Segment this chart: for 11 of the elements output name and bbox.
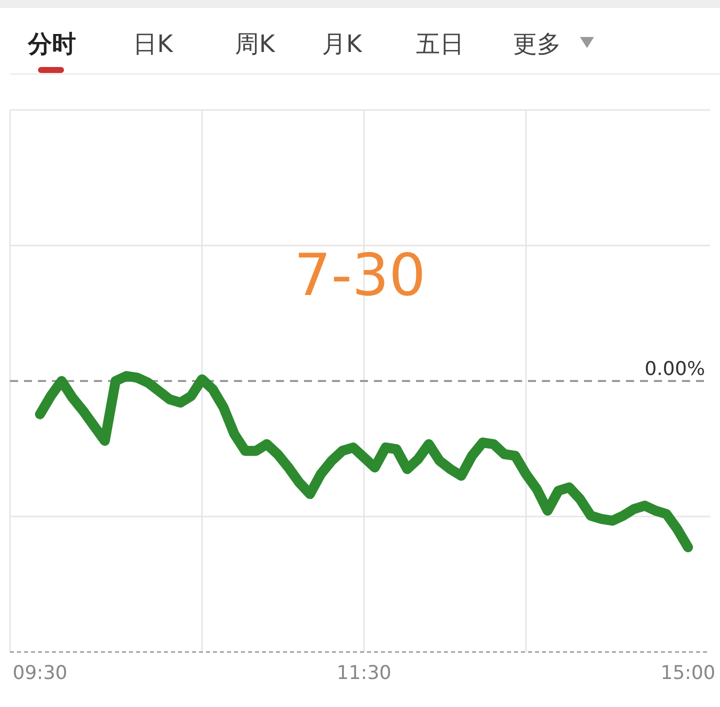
x-tick-label: 09:30 <box>12 662 68 684</box>
text: 月K <box>322 30 364 58</box>
text: 分时 <box>27 30 76 58</box>
text: 五日 <box>416 30 464 58</box>
x-tick-label: 15:00 <box>660 662 716 684</box>
text: 更多 <box>513 30 561 58</box>
text: 周K <box>235 30 276 58</box>
chart-title: 7-30 <box>294 241 426 309</box>
ref-line-label: 0.00% <box>644 358 705 380</box>
text: 日K <box>133 30 174 58</box>
x-tick-label: 11:30 <box>336 662 392 684</box>
